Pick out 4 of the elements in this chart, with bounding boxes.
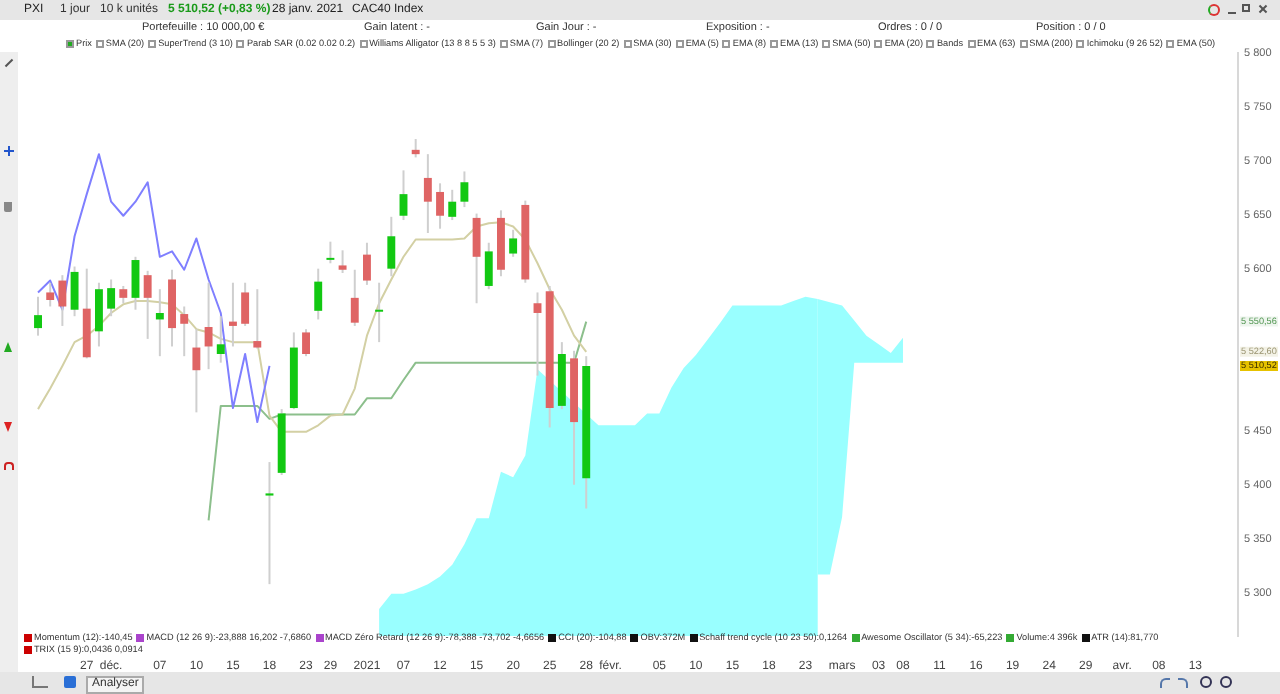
candlestick	[265, 462, 274, 585]
candlestick	[155, 289, 164, 357]
candlestick	[228, 282, 237, 347]
candlestick	[375, 282, 384, 343]
